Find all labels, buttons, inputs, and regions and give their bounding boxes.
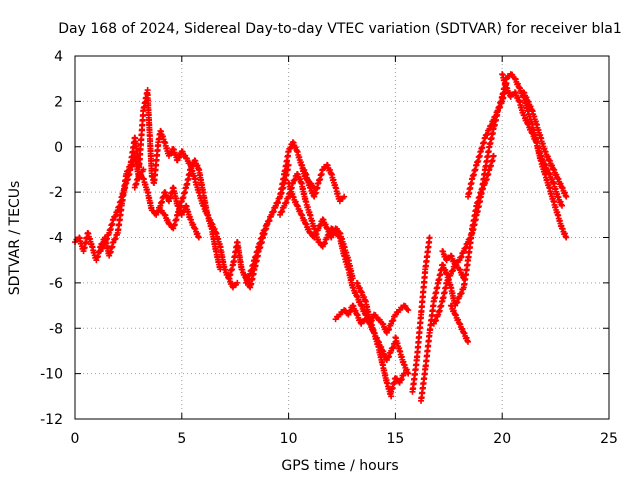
y-tick-label: -12: [40, 412, 63, 428]
y-tick-label: -10: [40, 367, 63, 383]
plot-frame: [74, 55, 610, 420]
x-tick-label: 25: [600, 431, 618, 447]
x-tick-label: 20: [493, 431, 511, 447]
x-tick-label: 0: [71, 431, 80, 447]
x-tick-labels: 0 5 10 15 20 25: [71, 431, 618, 447]
data-point: [400, 370, 407, 377]
data-point: [426, 234, 433, 241]
data-point: [563, 193, 570, 200]
y-tick-label: -4: [49, 231, 63, 247]
series-track-13: [392, 334, 412, 377]
series-track-18: [439, 248, 467, 282]
series-track-22: [520, 89, 570, 200]
data-point: [234, 279, 241, 286]
x-axis-label: GPS time / hours: [281, 458, 398, 474]
y-tick-labels: 4 2 0 -2 -4 -6 -8 -10 -12: [40, 49, 63, 428]
data-points: [72, 71, 570, 404]
x-tick-label: 15: [386, 431, 404, 447]
data-point: [195, 234, 202, 241]
data-point: [341, 193, 348, 200]
y-axis-label: SDTVAR / TECUs: [7, 181, 23, 296]
series-track-7: [242, 139, 318, 286]
data-point: [490, 152, 497, 159]
y-tick-label: 0: [54, 140, 63, 156]
series-track-5: [157, 157, 224, 273]
y-tick-label: 2: [54, 94, 63, 110]
data-point: [349, 275, 356, 282]
data-point: [563, 234, 570, 241]
series-track-14: [388, 370, 407, 395]
data-point: [140, 166, 147, 173]
series-track-4: [97, 152, 147, 255]
series-track-9: [298, 161, 348, 205]
x-tick-label: 10: [280, 431, 298, 447]
y-tick-label: 4: [54, 49, 63, 65]
series-track-10: [285, 180, 356, 282]
data-point: [405, 307, 412, 314]
series-track-15: [409, 234, 433, 395]
data-point: [465, 338, 472, 345]
chart-title: Day 168 of 2024, Sidereal Day-to-day VTE…: [58, 21, 621, 37]
y-tick-label: -6: [49, 276, 63, 292]
series-track-21: [499, 71, 566, 209]
y-tick-label: -8: [49, 321, 63, 337]
series-track-3: [131, 170, 202, 241]
data-point: [217, 266, 224, 273]
series-track-19: [447, 302, 472, 345]
grid-lines: [75, 56, 609, 419]
data-point: [559, 202, 566, 209]
x-tick-label: 5: [177, 431, 186, 447]
series-track-2: [144, 91, 241, 291]
data-point: [460, 275, 467, 282]
y-tick-label: -2: [49, 185, 63, 201]
series-track-12: [353, 279, 395, 400]
